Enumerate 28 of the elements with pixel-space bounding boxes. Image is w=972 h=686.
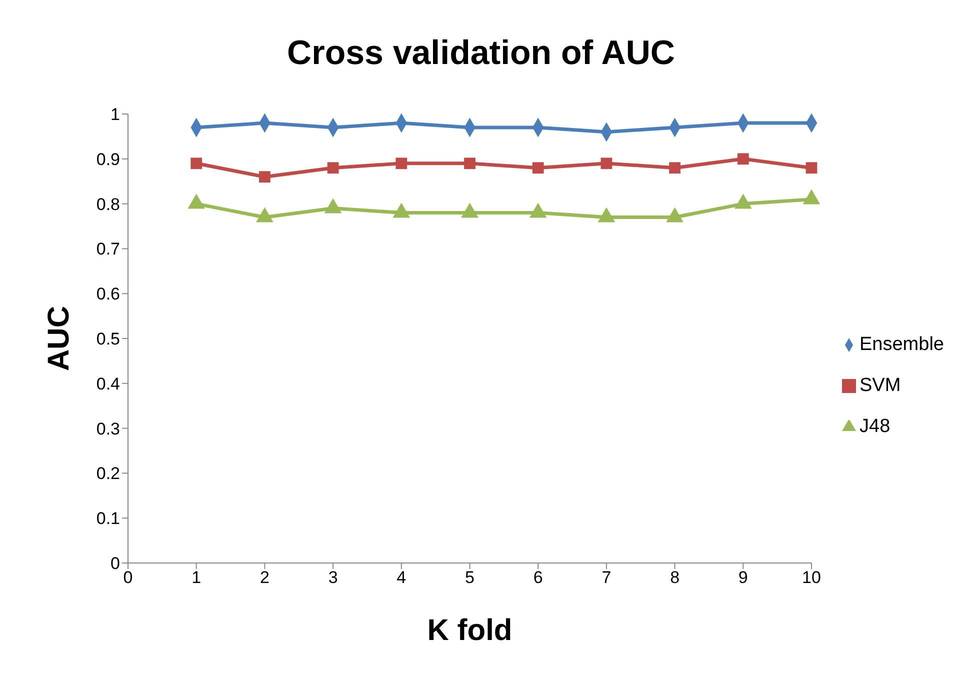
x-tick-label: 4 <box>396 568 406 588</box>
x-tick-label: 7 <box>602 568 612 588</box>
chart-title: Cross validation of AUC <box>286 33 676 74</box>
x-tick-label: 8 <box>670 568 680 588</box>
x-axis-title: K fold <box>427 614 512 647</box>
x-tick-label: 3 <box>328 568 338 588</box>
x-tick-label: 1 <box>192 568 202 588</box>
y-axis-title: AUC <box>42 306 76 371</box>
x-tick-label: 5 <box>465 568 474 588</box>
y-tick-label: 0.4 <box>96 374 120 394</box>
y-tick-label: 0.9 <box>96 150 120 169</box>
y-tick-label: 0.2 <box>96 464 120 484</box>
y-tick-label: 0.1 <box>96 509 120 528</box>
y-tick-label: 0.6 <box>96 284 120 304</box>
y-tick-label: 0.7 <box>96 240 120 259</box>
y-tick-label: 1 <box>110 105 120 124</box>
x-tick-label: 6 <box>533 568 543 588</box>
legend-label: SVM <box>860 374 901 396</box>
y-tick-label: 0 <box>110 554 120 574</box>
y-tick-label: 0.8 <box>96 194 120 214</box>
y-tick-label: 0.3 <box>96 419 120 438</box>
x-tick-label: 0 <box>123 568 133 588</box>
legend-label: J48 <box>860 416 890 436</box>
legend-label: Ensemble <box>860 334 944 354</box>
x-tick-label: 10 <box>802 568 821 588</box>
x-tick-label: 9 <box>738 568 748 588</box>
x-tick-label: 2 <box>260 568 270 588</box>
y-tick-label: 0.5 <box>96 330 120 349</box>
